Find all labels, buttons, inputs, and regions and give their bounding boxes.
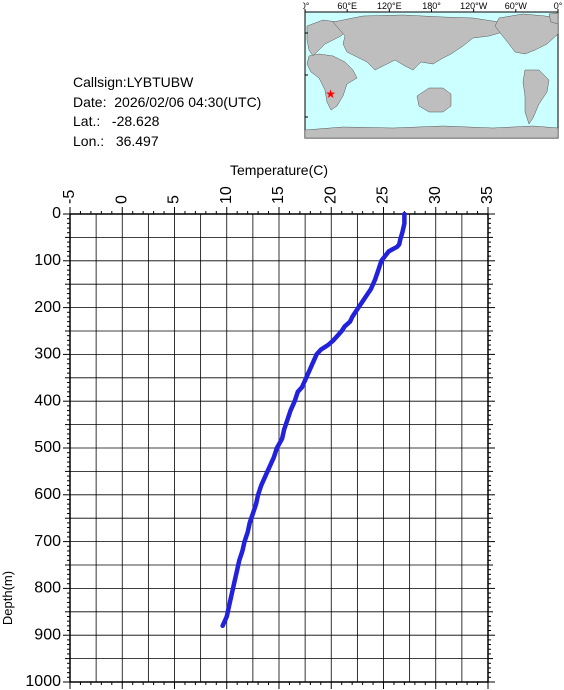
map-ticks (304, 9, 559, 118)
antarctica-landmass (304, 125, 559, 139)
lat-value: -28.628 (111, 113, 160, 129)
map-lon-label: 60°W (505, 1, 528, 11)
series-line (220, 211, 407, 629)
x-tick-label: 30 (427, 186, 444, 204)
y-tick-label: 900 (34, 626, 61, 643)
lon-value: 36.497 (115, 132, 159, 149)
y-tick-label: 400 (34, 392, 61, 409)
temperature-depth-chart: Temperature(C) Depth(m) -5 0 5 10 15 20 25 30 35… (0, 162, 496, 690)
date-value: 2026/02/06 04:30(UTC) (114, 93, 262, 110)
location-marker: ★ (325, 87, 336, 101)
map-lon-labels: 0° 60°E 120°E 180° 120°W 60°W 0° (303, 1, 563, 11)
callsign-label: Callsign: (73, 74, 127, 90)
date-label: Date: (73, 93, 107, 110)
lon-line: Lon.: 36.497 (73, 132, 261, 152)
lat-line: Lat.: -28.628 (73, 112, 261, 132)
x-tick-label: 20 (322, 186, 339, 204)
callsign-line: Callsign:LYBTUBW (73, 73, 261, 93)
asia-landmass (332, 14, 504, 71)
south-america-landmass (522, 69, 550, 125)
x-tick-label: 10 (218, 186, 235, 204)
x-tick-labels: -5 0 5 10 15 20 25 30 35 (61, 186, 496, 204)
date-line: Date: 2026/02/06 04:30(UTC) (73, 93, 261, 113)
australia-landmass (416, 87, 452, 113)
y-tick-label: 600 (34, 486, 61, 503)
x-tick-label: -5 (61, 190, 78, 204)
temperature-profile (220, 211, 407, 629)
y-tick-label: 0 (52, 205, 61, 222)
map-lon-label: 0° (554, 1, 563, 11)
y-tick-labels: 0 100 200 300 400 500 600 700 800 900 1000 (25, 205, 61, 690)
y-tick-label: 300 (34, 346, 61, 363)
x-axis-label: Temperature(C) (230, 162, 328, 178)
map-land (304, 12, 559, 139)
lon-label: Lon.: (73, 132, 105, 149)
y-tick-label: 700 (34, 533, 61, 550)
y-tick-label: 800 (34, 580, 61, 597)
map-lon-label: 120°E (377, 1, 402, 11)
map-lon-label: 120°W (460, 1, 488, 11)
map-lon-label: 180° (422, 1, 441, 11)
greenland-landmass (548, 12, 559, 25)
x-tick-label: 25 (375, 186, 392, 204)
map-lon-label: 0° (303, 1, 310, 11)
y-tick-label: 1000 (25, 673, 61, 690)
x-tick-label: 15 (270, 186, 287, 204)
lat-label: Lat.: (73, 113, 101, 129)
x-tick-label: 35 (479, 186, 496, 204)
y-tick-label: 100 (34, 252, 61, 269)
map-lon-label: 60°E (337, 1, 357, 11)
y-axis-label: Depth(m) (0, 571, 15, 625)
north-america-landmass (494, 13, 559, 55)
station-info: Callsign:LYBTUBW Date: 2026/02/06 04:30(… (73, 73, 261, 151)
africa-landmass (306, 53, 358, 111)
y-tick-label: 200 (34, 299, 61, 316)
callsign-value: LYBTUBW (126, 74, 194, 90)
y-tick-label: 500 (34, 439, 61, 456)
x-tick-label: 0 (113, 195, 130, 204)
x-tick-label: 5 (166, 195, 183, 204)
